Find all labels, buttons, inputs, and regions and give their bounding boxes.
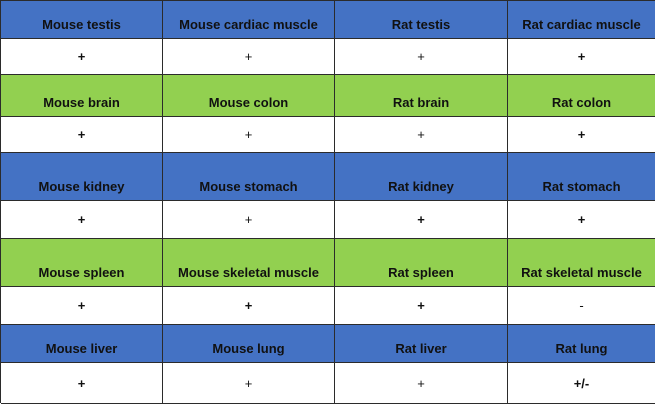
tissue-header-cell: Rat spleen	[335, 239, 508, 287]
tissue-header-cell: Rat skeletal muscle	[508, 239, 655, 287]
expression-value-cell: +	[335, 39, 508, 75]
expression-value-cell: +	[508, 117, 655, 153]
tissue-header-cell: Mouse testis	[1, 1, 163, 39]
tissue-header-cell: Rat lung	[508, 325, 655, 363]
expression-value-cell: +	[335, 201, 508, 239]
expression-value-cell: +	[163, 39, 335, 75]
expression-value-cell: +	[1, 363, 163, 404]
expression-value-cell: +	[163, 287, 335, 325]
tissue-header-cell: Mouse colon	[163, 75, 335, 117]
expression-value-cell: +	[335, 287, 508, 325]
expression-value-cell: +/-	[508, 363, 655, 404]
tissue-header-cell: Rat liver	[335, 325, 508, 363]
tissue-header-cell: Rat kidney	[335, 153, 508, 201]
expression-value-cell: +	[163, 363, 335, 404]
tissue-header-cell: Mouse brain	[1, 75, 163, 117]
expression-value-cell: +	[163, 201, 335, 239]
expression-value-cell: +	[1, 39, 163, 75]
expression-value-cell: +	[335, 363, 508, 404]
tissue-header-cell: Mouse spleen	[1, 239, 163, 287]
tissue-header-cell: Mouse lung	[163, 325, 335, 363]
expression-value-cell: +	[335, 117, 508, 153]
tissue-header-cell: Mouse stomach	[163, 153, 335, 201]
expression-value-cell: -	[508, 287, 655, 325]
expression-value-cell: +	[1, 287, 163, 325]
expression-value-cell: +	[508, 201, 655, 239]
expression-value-cell: +	[1, 201, 163, 239]
tissue-header-cell: Rat stomach	[508, 153, 655, 201]
expression-value-cell: +	[163, 117, 335, 153]
tissue-header-cell: Mouse liver	[1, 325, 163, 363]
tissue-header-cell: Mouse kidney	[1, 153, 163, 201]
expression-value-cell: +	[1, 117, 163, 153]
tissue-header-cell: Rat cardiac muscle	[508, 1, 655, 39]
expression-value-cell: +	[508, 39, 655, 75]
tissue-header-cell: Rat colon	[508, 75, 655, 117]
tissue-header-cell: Mouse skeletal muscle	[163, 239, 335, 287]
tissue-header-cell: Rat brain	[335, 75, 508, 117]
tissue-header-cell: Rat testis	[335, 1, 508, 39]
tissue-header-cell: Mouse cardiac muscle	[163, 1, 335, 39]
